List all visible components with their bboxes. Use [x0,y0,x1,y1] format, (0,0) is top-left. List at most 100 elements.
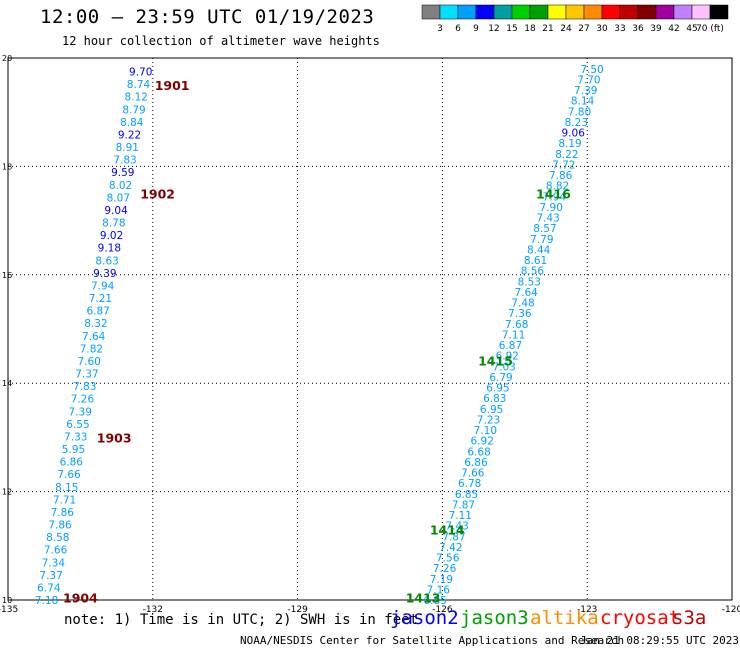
y-tick-label: 10 [2,596,12,605]
wave-height-value: 7.94 [91,280,115,292]
colorbar-label: 12 [488,24,499,34]
x-tick-label: -129 [287,605,308,615]
wave-height-value: 8.44 [527,244,551,256]
colorbar-label: 45 [686,24,697,34]
wave-height-value: 7.37 [39,570,62,582]
wave-height-value: 7.11 [449,510,472,522]
wave-height-value: 7.90 [540,202,563,214]
wave-height-value: 7.64 [514,287,538,299]
wave-height-value: 7.18 [35,595,58,607]
wave-height-value: 6.95 [480,404,503,416]
colorbar-label: 24 [560,24,572,34]
wave-height-value: 7.39 [69,406,92,418]
mission-cryosat: cryosat [600,607,681,629]
wave-height-value: 7.21 [89,293,112,305]
wave-height-value: 8.78 [102,218,125,230]
wave-height-value: 6.83 [483,393,506,405]
pass-time-label: 1413 [406,590,441,605]
wave-height-value: 8.19 [558,138,581,150]
wave-height-value: 7.03 [492,361,515,373]
footer-note: note: 1) Time is in UTC; 2) SWH is in fe… [64,612,419,628]
wave-height-value: 8.57 [533,223,556,235]
colorbar-swatch [709,4,729,20]
wave-height-value: 7.60 [77,356,100,368]
wave-height-value: 6.85 [423,595,446,607]
colorbar-label: 39 [650,24,662,34]
wave-height-value: 7.26 [433,563,457,575]
y-tick-label: 12 [2,488,12,497]
chart-subtitle: 12 hour collection of altimeter wave hei… [62,34,380,48]
wave-height-value: 8.74 [127,79,151,91]
y-tick-label: 16 [2,271,12,280]
wave-height-value: 8.53 [518,276,541,288]
wave-height-value: 6.85 [455,489,478,501]
wave-height-value: 8.02 [109,180,132,192]
chart-title: 12:00 – 23:59 UTC 01/19/2023 [40,6,375,28]
wave-height-value: 6.95 [486,383,509,395]
pass-time-label: 1901 [155,78,190,93]
wave-height-value: 7.79 [530,234,553,246]
wave-height-value: 7.36 [508,308,532,320]
colorbar-label: 33 [614,24,625,34]
wave-height-value: 5.95 [62,444,85,456]
colorbar-label: 6 [455,24,461,34]
wave-height-value: 7.86 [549,170,573,182]
mission-jason2: jason2 [390,607,459,629]
wave-height-value: 9.02 [100,230,123,242]
x-tick-label: -126 [432,605,453,615]
wave-height-value: 7.56 [436,553,460,565]
wave-height-value: 8.22 [555,149,578,161]
x-tick-label: -123 [577,605,597,615]
wave-height-value: 7.19 [430,574,453,586]
colorbar-label: 42 [668,24,679,34]
wave-height-value: 9.06 [562,128,586,140]
wave-height-value: 9.59 [111,167,134,179]
x-tick-label: -132 [143,605,163,615]
wave-height-value: 7.26 [71,394,95,406]
wave-height-value: 8.07 [107,192,130,204]
wave-height-value: 8.58 [46,532,69,544]
wave-height-value: 7.50 [580,64,603,76]
mission-altika: altika [530,607,599,629]
wave-height-value: 7.43 [536,213,559,225]
x-tick-label: -135 [0,605,18,615]
wave-height-value: 7.82 [80,343,103,355]
wave-height-value: 6.87 [499,340,522,352]
colorbar-label: 27 [578,24,589,34]
colorbar-label: 9 [473,24,479,34]
wave-height-value: 6.87 [86,306,109,318]
wave-height-value: 7.72 [552,159,575,171]
wave-height-value: 9.18 [98,243,121,255]
wave-height-value: 7.11 [502,329,525,341]
wave-height-value: 6.74 [37,582,61,594]
mission-s3a: s3a [672,607,707,629]
wave-height-value: 7.87 [442,531,465,543]
wave-height-value: 7.71 [53,494,76,506]
wave-height-value: 7.80 [568,106,591,118]
wave-height-value: 8.15 [55,482,78,494]
wave-height-value: 7.37 [75,369,98,381]
y-tick-label: 14 [2,379,12,388]
pass-time-label: 1903 [97,430,132,445]
pass-time-label: 1904 [63,590,98,605]
wave-height-value: 9.04 [104,205,128,217]
wave-height-value: 8.84 [120,117,144,129]
wave-height-value: 7.23 [477,414,500,426]
wave-height-value: 8.91 [116,142,139,154]
colorbar-label: 18 [524,24,536,34]
wave-height-value: 6.86 [464,457,488,469]
wave-height-value: 6.92 [471,436,494,448]
y-tick-label: 20 [2,54,12,63]
colorbar-label: 30 [596,24,608,34]
wave-height-value: 7.43 [445,521,468,533]
wave-height-value: 7.39 [574,85,597,97]
colorbar-label: 3 [437,24,443,34]
wave-height-value: 7.83 [73,381,96,393]
wave-height-value: 7.86 [51,507,75,519]
pass-time-label: 1416 [536,187,571,202]
wave-height-value: 7.64 [82,331,106,343]
wave-height-value: 6.92 [496,351,519,363]
colorbar-label: 15 [506,24,517,34]
